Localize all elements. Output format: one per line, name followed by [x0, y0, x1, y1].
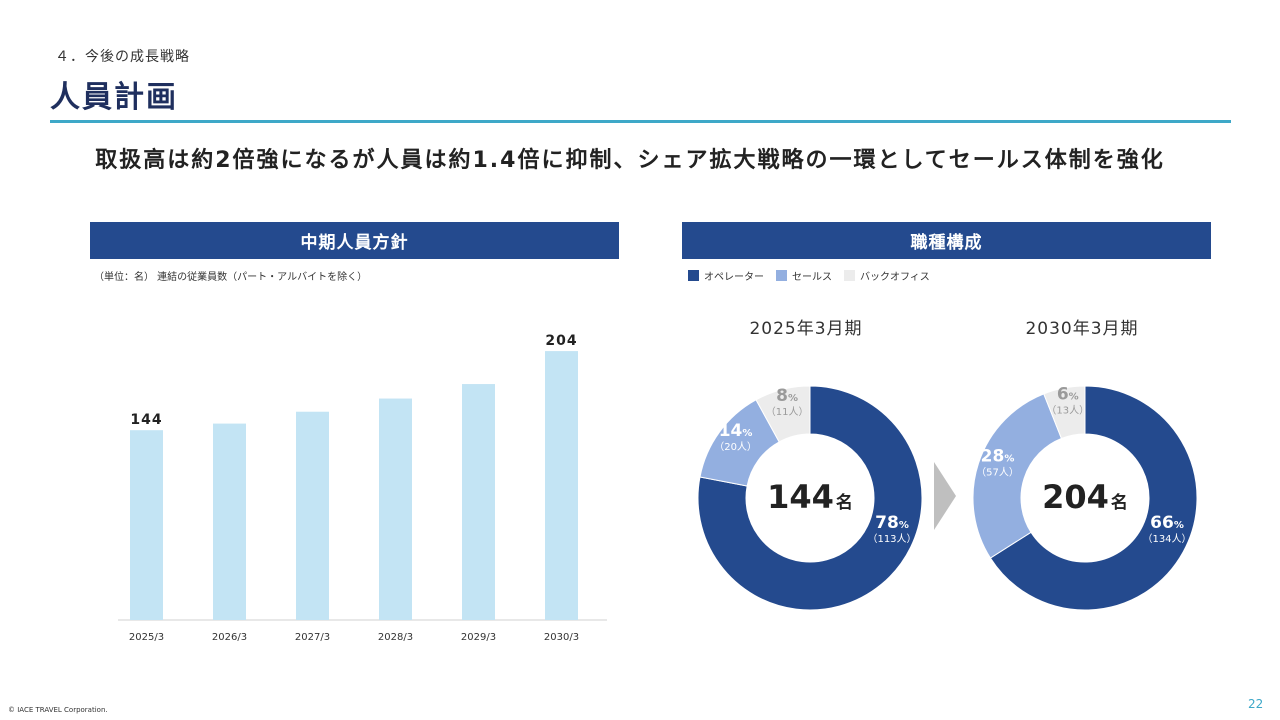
legend-item-back-office: バックオフィス [844, 268, 930, 283]
slice-count-label: （57人） [976, 467, 1019, 479]
slice-percent-label: 8% [776, 386, 798, 406]
copyright: © IACE TRAVEL Corporation. [8, 706, 108, 714]
legend: オペレーター セールス バックオフィス [688, 268, 942, 283]
slice-percent-label: 6% [1057, 385, 1079, 405]
slice-オペレーター [697, 385, 923, 611]
slice-count-label: （113人） [867, 533, 916, 545]
bar-2030/3 [545, 351, 578, 620]
slice-count-label: （20人） [714, 441, 757, 453]
x-tick-label: 2028/3 [378, 632, 413, 643]
legend-label-sales: セールス [792, 272, 832, 283]
data-label: 144 [130, 412, 162, 428]
pie-2025-title: 2025年3月期 [749, 319, 863, 339]
x-tick-label: 2025/3 [129, 632, 164, 643]
bar-2029/3 [462, 384, 495, 620]
job-composition-header: 職種構成 [682, 222, 1211, 259]
job-composition-title: 職種構成 [910, 233, 983, 253]
x-tick-label: 2027/3 [295, 632, 330, 643]
slice-count-label: （134人） [1142, 533, 1191, 545]
slice-count-label: （13人） [1046, 405, 1089, 417]
headcount-bar-chart: 2025/3 144 2026/3 2027/3 2028/3 2029/3 2030/3 2… [118, 333, 607, 643]
headline: 取扱高は約2倍強になるが人員は約1.4倍に抑制、シェア拡大戦略の一環としてセール… [95, 148, 1165, 173]
slice-percent-label: 66% [1150, 513, 1184, 533]
unit-note: （単位：名） 連結の従業員数（パート・アルバイトを除く） [94, 272, 368, 283]
title-divider [50, 120, 1231, 123]
center-total-label: 204 名 [1042, 478, 1128, 516]
legend-swatch-operator [688, 270, 699, 281]
bar-2025/3 [130, 430, 163, 620]
legend-swatch-back-office [844, 270, 855, 281]
x-tick-label: 2030/3 [544, 632, 579, 643]
data-label: 204 [545, 333, 577, 349]
legend-label-operator: オペレーター [704, 272, 764, 283]
slice-バックオフィス [755, 385, 811, 443]
slice-count-label: （11人） [766, 406, 809, 418]
page-title: 人員計画 [50, 80, 178, 115]
slice-セールス [972, 393, 1063, 559]
staffing-policy-header: 中期人員方針 [90, 222, 619, 259]
legend-label-back-office: バックオフィス [860, 272, 930, 283]
center-total-label: 144 名 [767, 478, 853, 516]
slice-オペレーター [989, 385, 1198, 611]
slice-percent-label: 78% [875, 513, 909, 533]
donut-chart-2030: 66%（134人） 28%（57人） 6%（13人） 204 名 [972, 385, 1198, 611]
page-number: 22 [1248, 697, 1264, 711]
legend-item-sales: セールス [776, 268, 832, 283]
bar-2026/3 [213, 423, 246, 620]
section-label: ４．今後の成長戦略 [55, 49, 190, 65]
pie-2030-title: 2030年3月期 [1025, 319, 1139, 339]
slice-percent-label: 14% [719, 421, 753, 441]
slice-percent-label: 28% [981, 447, 1015, 467]
x-tick-label: 2029/3 [461, 632, 496, 643]
slice-バックオフィス [1043, 385, 1086, 440]
legend-item-operator: オペレーター [688, 268, 764, 283]
arrow-right-icon [934, 462, 956, 530]
staffing-policy-title: 中期人員方針 [300, 233, 409, 253]
x-tick-label: 2026/3 [212, 632, 247, 643]
bar-2027/3 [296, 411, 329, 620]
donut-chart-2025: 78%（113人） 14%（20人） 8%（11人） 144 名 [697, 385, 923, 611]
bar-2028/3 [379, 398, 412, 620]
legend-swatch-sales [776, 270, 787, 281]
